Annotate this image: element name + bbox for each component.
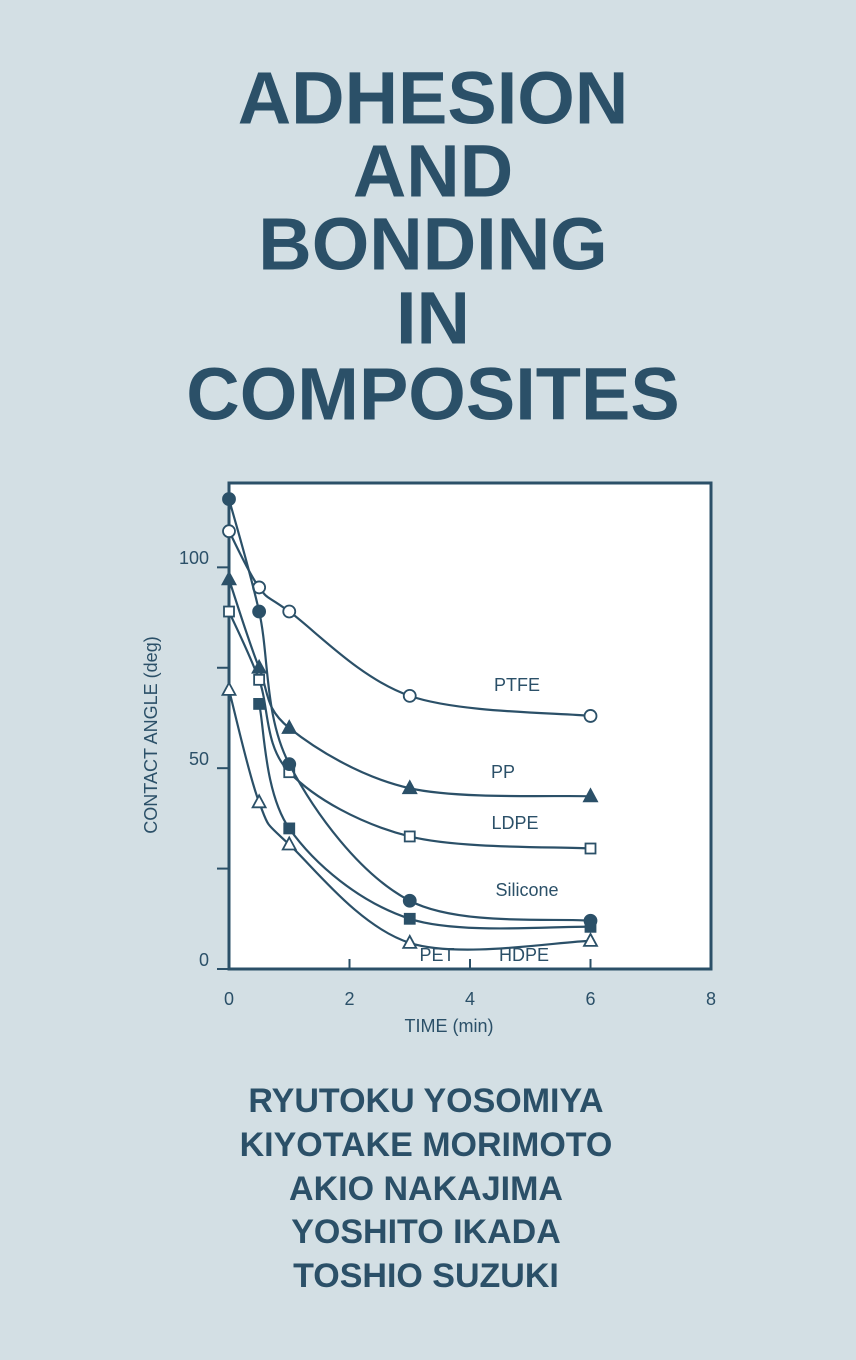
marker [222, 524, 236, 539]
marker [283, 822, 296, 835]
marker [582, 787, 599, 803]
marker [401, 779, 418, 795]
x-axis-label: TIME (min) [405, 1016, 494, 1036]
x-tick-label: 6 [585, 989, 595, 1009]
series-curve [227, 498, 591, 922]
marker [252, 604, 267, 619]
marker [582, 931, 599, 947]
title-line: ADHESION [238, 57, 629, 140]
author: YOSHITO IKADA [291, 1213, 561, 1251]
series-label: PTFE [494, 675, 540, 695]
author: RYUTOKU YOSOMIYA [248, 1082, 603, 1120]
series-label: LDPE [491, 813, 538, 833]
marker [403, 830, 416, 843]
marker [583, 709, 598, 723]
title-line: COMPOSITES [186, 353, 679, 436]
author: TOSHIO SUZUKI [293, 1257, 559, 1295]
series-label: PET [419, 945, 454, 965]
marker [222, 492, 236, 506]
y-tick-label: 100 [179, 548, 209, 568]
x-tick-label: 0 [224, 989, 234, 1009]
series-curve [258, 703, 591, 930]
marker [281, 835, 298, 851]
y-tick-label: 50 [189, 749, 209, 769]
title-line: BONDING [258, 203, 607, 286]
marker [282, 757, 297, 772]
series-curve [227, 579, 591, 798]
marker [584, 842, 597, 855]
marker [251, 793, 268, 809]
series-curve [227, 689, 591, 951]
plot-area [227, 481, 713, 971]
title-line: IN [396, 277, 470, 360]
series-label: Silicone [495, 880, 558, 900]
series-label: HDPE [499, 945, 549, 965]
marker [253, 673, 266, 686]
marker [584, 920, 597, 933]
marker [253, 698, 266, 710]
chart: 0 2 4 6 8 0 50 100 TIME (min) CONTACT ANGLE (deg)… [141, 481, 716, 1036]
author: AKIO NAKAJIMA [289, 1170, 563, 1208]
marker [402, 893, 417, 908]
marker [282, 604, 297, 619]
series-curve [227, 611, 591, 850]
y-tick-label: 0 [199, 950, 209, 970]
marker [220, 570, 238, 586]
author: KIYOTAKE MORIMOTO [240, 1126, 613, 1164]
marker [402, 688, 417, 703]
series-label: PP [491, 762, 515, 782]
x-tick-label: 2 [344, 989, 354, 1009]
series-curve [228, 530, 591, 718]
marker [281, 719, 298, 734]
marker [403, 912, 416, 925]
x-tick-label: 8 [706, 989, 716, 1009]
marker [223, 605, 235, 618]
marker [401, 934, 418, 949]
y-axis-label: CONTACT ANGLE (deg) [141, 636, 161, 833]
marker [220, 680, 238, 696]
title-line: AND [353, 130, 513, 213]
x-tick-label: 4 [465, 989, 475, 1009]
